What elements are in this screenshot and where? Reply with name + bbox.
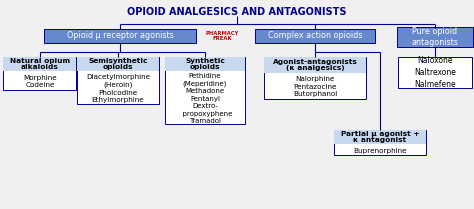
Text: Pethidine
(Meperidine)
Methadone
Fentanyl
Dextro-
  propoxyphene
Tramadol: Pethidine (Meperidine) Methadone Fentany… (178, 73, 232, 124)
Text: OPIOID ANALGESICS AND ANTAGONISTS: OPIOID ANALGESICS AND ANTAGONISTS (127, 7, 347, 17)
Text: Naloxone
Naltrexone
Nalmefene: Naloxone Naltrexone Nalmefene (414, 56, 456, 89)
Text: Opioid μ receptor agonists: Opioid μ receptor agonists (67, 32, 173, 41)
FancyBboxPatch shape (77, 57, 159, 71)
Text: PHARMACY
FREAK: PHARMACY FREAK (205, 31, 239, 41)
Text: Morphine
Codeine: Morphine Codeine (23, 75, 57, 88)
Text: Partial μ agonist +
κ antagonist: Partial μ agonist + κ antagonist (341, 131, 419, 143)
Text: Complex action opioids: Complex action opioids (268, 32, 362, 41)
FancyBboxPatch shape (3, 57, 76, 90)
Text: Agonist-antagonists
(κ analgesics): Agonist-antagonists (κ analgesics) (273, 59, 357, 71)
FancyBboxPatch shape (334, 130, 426, 155)
Text: Semisynthetic
opioids: Semisynthetic opioids (88, 58, 148, 70)
FancyBboxPatch shape (77, 57, 159, 104)
FancyBboxPatch shape (334, 130, 426, 144)
FancyBboxPatch shape (397, 27, 473, 47)
FancyBboxPatch shape (44, 29, 196, 43)
FancyBboxPatch shape (264, 57, 366, 99)
Text: Synthetic
opioids: Synthetic opioids (185, 58, 225, 70)
Text: Buprenorphine: Buprenorphine (353, 148, 407, 154)
FancyBboxPatch shape (398, 57, 472, 88)
Text: Pure opioid
antagonists: Pure opioid antagonists (411, 27, 458, 47)
Text: Nalorphine
Pentazocine
Butorphanol: Nalorphine Pentazocine Butorphanol (293, 76, 337, 97)
FancyBboxPatch shape (165, 57, 245, 71)
FancyBboxPatch shape (165, 57, 245, 124)
FancyBboxPatch shape (264, 57, 366, 73)
Text: Natural opium
alkaloids: Natural opium alkaloids (10, 58, 70, 70)
Text: Diacetylmorphine
(Heroin)
Pholcodine
Ethylmorphine: Diacetylmorphine (Heroin) Pholcodine Eth… (86, 74, 150, 103)
FancyBboxPatch shape (3, 57, 76, 71)
FancyBboxPatch shape (255, 29, 375, 43)
